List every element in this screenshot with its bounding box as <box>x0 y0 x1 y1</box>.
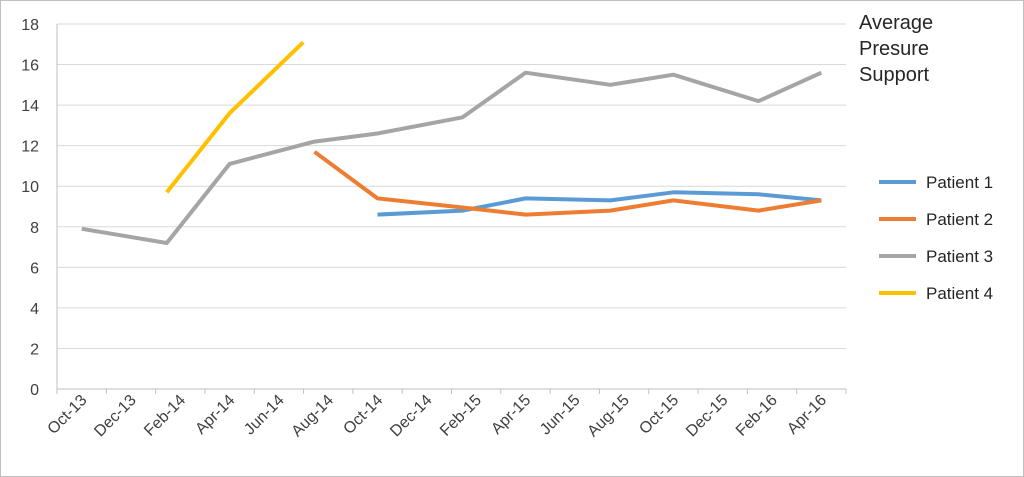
y-tick-label: 2 <box>30 341 39 358</box>
legend-label: Patient 3 <box>926 247 993 266</box>
y-tick-label: 0 <box>30 382 39 399</box>
x-tick-label: Apr-16 <box>784 392 830 438</box>
y-tick-label: 12 <box>21 139 39 156</box>
x-tick-label: Feb-14 <box>141 392 189 440</box>
x-tick-label: Aug-14 <box>289 392 338 441</box>
gridlines <box>57 23 846 349</box>
y-tick-label: 10 <box>21 179 39 196</box>
y-tick-label: 8 <box>30 220 39 237</box>
x-tick-label: Dec-15 <box>683 392 732 441</box>
x-tick-label: Jun-14 <box>241 392 288 439</box>
series-line-patient-1 <box>377 190 822 217</box>
x-axis-ticks: Oct-13 Dec-13 Feb-14 Apr-14 Jun-14 Aug-14 Oct-… <box>45 389 847 441</box>
x-tick-label: Aug-15 <box>584 392 633 441</box>
x-tick-label: Dec-13 <box>91 392 140 441</box>
legend-label: Patient 4 <box>926 284 993 303</box>
series-line-patient-2 <box>313 150 822 217</box>
series-line-patient-4 <box>165 40 305 194</box>
y-tick-label: 18 <box>21 17 39 34</box>
x-tick-label: Feb-16 <box>733 392 781 440</box>
chart-title-line: Presure <box>859 38 929 60</box>
x-tick-label: Feb-15 <box>437 392 485 440</box>
y-tick-label: 4 <box>30 301 39 318</box>
chart-title-line: Support <box>859 64 929 86</box>
x-tick-label: Apr-14 <box>192 392 238 438</box>
chart-title-line: Average <box>859 12 933 34</box>
x-tick-label: Oct-15 <box>636 392 682 438</box>
y-tick-label: 6 <box>30 260 39 277</box>
x-tick-label: Dec-14 <box>387 392 436 441</box>
legend-label: Patient 2 <box>926 210 993 229</box>
legend: Patient 1 Patient 2 Patient 3 Patient 4 <box>879 173 993 303</box>
series-line-patient-3 <box>81 70 823 245</box>
y-tick-label: 14 <box>21 98 39 115</box>
legend-label: Patient 1 <box>926 173 993 192</box>
y-tick-label: 16 <box>21 58 39 75</box>
chart-title: Average Presure Support <box>859 12 933 86</box>
x-tick-label: Jun-15 <box>537 392 584 439</box>
x-tick-label: Oct-13 <box>45 392 91 438</box>
series-lines <box>81 40 823 245</box>
x-tick-label: Oct-14 <box>340 392 386 438</box>
x-tick-label: Apr-15 <box>488 392 534 438</box>
y-axis-ticks: 0 2 4 6 8 10 12 14 16 18 <box>21 17 39 399</box>
